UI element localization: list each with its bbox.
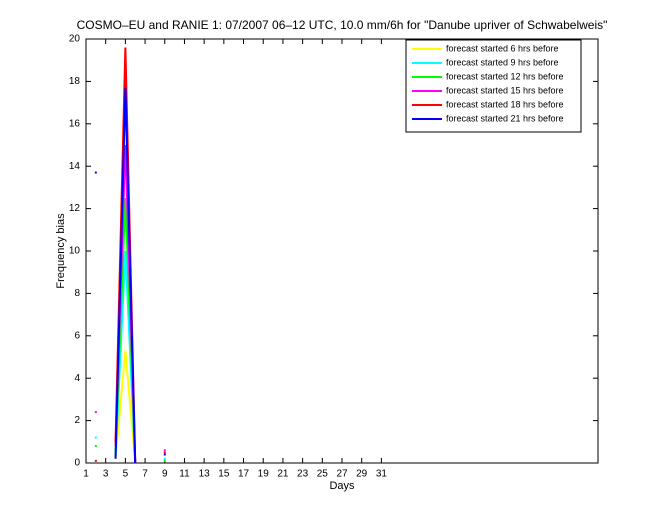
x-axis-label: Days bbox=[329, 480, 355, 492]
y-tick-label: 2 bbox=[74, 415, 80, 426]
x-tick-label: 13 bbox=[199, 469, 211, 480]
x-tick-label: 5 bbox=[123, 469, 129, 480]
x-tick-label: 19 bbox=[258, 469, 270, 480]
y-tick-label: 4 bbox=[74, 373, 80, 384]
y-tick-label: 12 bbox=[69, 203, 81, 214]
x-tick-label: 7 bbox=[142, 469, 148, 480]
legend-label: forecast started 18 hrs before bbox=[446, 99, 564, 109]
y-tick-label: 14 bbox=[69, 161, 81, 172]
x-tick-label: 3 bbox=[103, 469, 109, 480]
x-tick-label: 15 bbox=[218, 469, 230, 480]
x-tick-label: 27 bbox=[336, 469, 348, 480]
y-tick-label: 10 bbox=[69, 246, 81, 257]
legend-label: forecast started 15 hrs before bbox=[446, 85, 564, 95]
x-tick-label: 17 bbox=[238, 469, 250, 480]
legend-label: forecast started 21 hrs before bbox=[446, 113, 564, 123]
y-axis-label: Frequency bias bbox=[55, 213, 67, 289]
x-tick-label: 31 bbox=[376, 469, 388, 480]
y-tick-label: 8 bbox=[74, 288, 80, 299]
y-tick-label: 6 bbox=[74, 330, 80, 341]
legend-box bbox=[405, 39, 582, 133]
x-tick-label: 25 bbox=[317, 469, 329, 480]
series-line bbox=[114, 87, 137, 464]
y-tick-label: 20 bbox=[69, 34, 81, 45]
x-tick-label: 21 bbox=[277, 469, 289, 480]
chart-title: COSMO–EU and RANIE 1: 07/2007 06–12 UTC,… bbox=[77, 18, 608, 32]
series-line bbox=[114, 350, 137, 464]
x-tick-label: 29 bbox=[356, 469, 368, 480]
x-tick-label: 9 bbox=[162, 469, 168, 480]
y-tick-label: 0 bbox=[74, 458, 80, 469]
x-tick-label: 23 bbox=[297, 469, 309, 480]
x-tick-label: 1 bbox=[83, 469, 89, 480]
x-tick-label: 11 bbox=[179, 469, 190, 480]
legend-label: forecast started 12 hrs before bbox=[446, 71, 564, 81]
legend-label: forecast started 6 hrs before bbox=[446, 43, 559, 53]
legend-label: forecast started 9 hrs before bbox=[446, 57, 559, 67]
y-tick-label: 18 bbox=[69, 76, 81, 87]
y-tick-label: 16 bbox=[69, 118, 81, 129]
